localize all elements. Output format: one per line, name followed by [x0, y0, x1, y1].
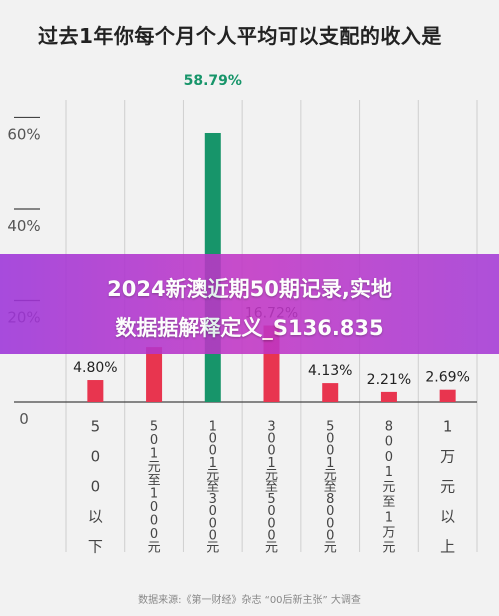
category-label-char: 下 [88, 538, 103, 556]
category-label-char: 1 [209, 420, 217, 435]
category-label-char: 以 [88, 508, 103, 526]
data-label: 2.69% [425, 370, 469, 386]
category-label-char: 1 [267, 456, 275, 471]
source-note: 数据来源:《第一财经》杂志 “00后新主张” 大调查 [138, 595, 361, 606]
category-label-char: 0 [150, 500, 158, 515]
category-label-char: 0 [385, 435, 393, 450]
category-label-char: 0 [267, 444, 275, 459]
y-tick-label: 60% [7, 125, 40, 143]
y-tick-label: 40% [7, 217, 40, 235]
category-label-char: 元 [382, 541, 395, 556]
bar [439, 389, 456, 402]
category-label-char: 元 [265, 541, 278, 556]
category-label-char: 0 [209, 528, 217, 543]
category-label-char: 0 [91, 448, 101, 466]
category-label-char: 万 [440, 448, 455, 466]
category-label-char: 至 [382, 495, 395, 510]
bar [146, 347, 163, 402]
category-label-char: 元 [324, 541, 337, 556]
category-label-char: 0 [209, 444, 217, 459]
category-label-char: 1 [385, 465, 393, 480]
category-label-char: 0 [267, 504, 275, 519]
category-label-char: 0 [326, 444, 334, 459]
banner-line-2: 数据据解释定义_S136.835 [115, 316, 384, 340]
category-label-char: 1 [209, 456, 217, 471]
category-label-char: 0 [326, 528, 334, 543]
category-label-char: 0 [385, 450, 393, 465]
category-label-char: 0 [209, 516, 217, 531]
category-label-char: 元 [148, 541, 161, 556]
category-label-char: 至 [206, 480, 219, 495]
data-label: 4.13% [308, 363, 352, 379]
category-label-char: 元 [382, 480, 395, 495]
category-label-char: 0 [150, 527, 158, 542]
category-label-char: 上 [440, 538, 455, 556]
category-label-char: 0 [150, 514, 158, 529]
category-label-char: 1 [150, 487, 158, 502]
category-label-char: 0 [267, 432, 275, 447]
category-label-char: 0 [326, 504, 334, 519]
chart-title: 过去1年你每个月个人平均可以支配的收入是 [38, 24, 442, 48]
category-label-char: 1 [385, 510, 393, 525]
category-label-char: 元 [206, 468, 219, 483]
category-label-char: 1 [150, 446, 158, 461]
category-label-char: 元 [206, 541, 219, 556]
category-label-char: 5 [267, 492, 275, 507]
category-label-char: 3 [267, 420, 275, 435]
category-label-char: 元 [324, 468, 337, 483]
category-label-char: 元 [148, 460, 161, 475]
category-label-char: 0 [326, 516, 334, 531]
category-label-char: 至 [148, 473, 161, 488]
bar [322, 383, 339, 402]
category-label-char: 0 [150, 433, 158, 448]
category-label-char: 以 [440, 508, 455, 526]
category-label-char: 元 [440, 478, 455, 496]
category-label-char: 万 [382, 525, 395, 540]
category-label-char: 0 [209, 504, 217, 519]
category-label-char: 0 [267, 528, 275, 543]
category-label-char: 1 [326, 456, 334, 471]
y-tick-label: 0 [19, 410, 29, 428]
data-label: 2.21% [367, 372, 411, 388]
category-label-char: 5 [150, 420, 158, 435]
bar [380, 391, 397, 402]
category-label-char: 1 [443, 418, 453, 436]
category-label-char: 8 [326, 492, 334, 507]
data-label: 4.80% [73, 360, 117, 376]
category-label-char: 0 [91, 478, 101, 496]
data-label: 58.79% [184, 73, 242, 89]
category-label-char: 0 [326, 432, 334, 447]
category-label-char: 5 [91, 418, 101, 436]
category-label-char: 元 [265, 468, 278, 483]
category-label-char: 8 [385, 420, 393, 435]
category-label-char: 0 [209, 432, 217, 447]
category-label-char: 至 [265, 480, 278, 495]
category-label-char: 3 [209, 492, 217, 507]
category-label-char: 0 [267, 516, 275, 531]
overlay-banner: 2024新澳近期50期记录,实地 数据据解释定义_S136.835 [0, 254, 499, 354]
category-label-char: 5 [326, 420, 334, 435]
banner-line-1: 2024新澳近期50期记录,实地 [107, 277, 392, 301]
category-label-char: 至 [324, 480, 337, 495]
bar [87, 380, 104, 402]
